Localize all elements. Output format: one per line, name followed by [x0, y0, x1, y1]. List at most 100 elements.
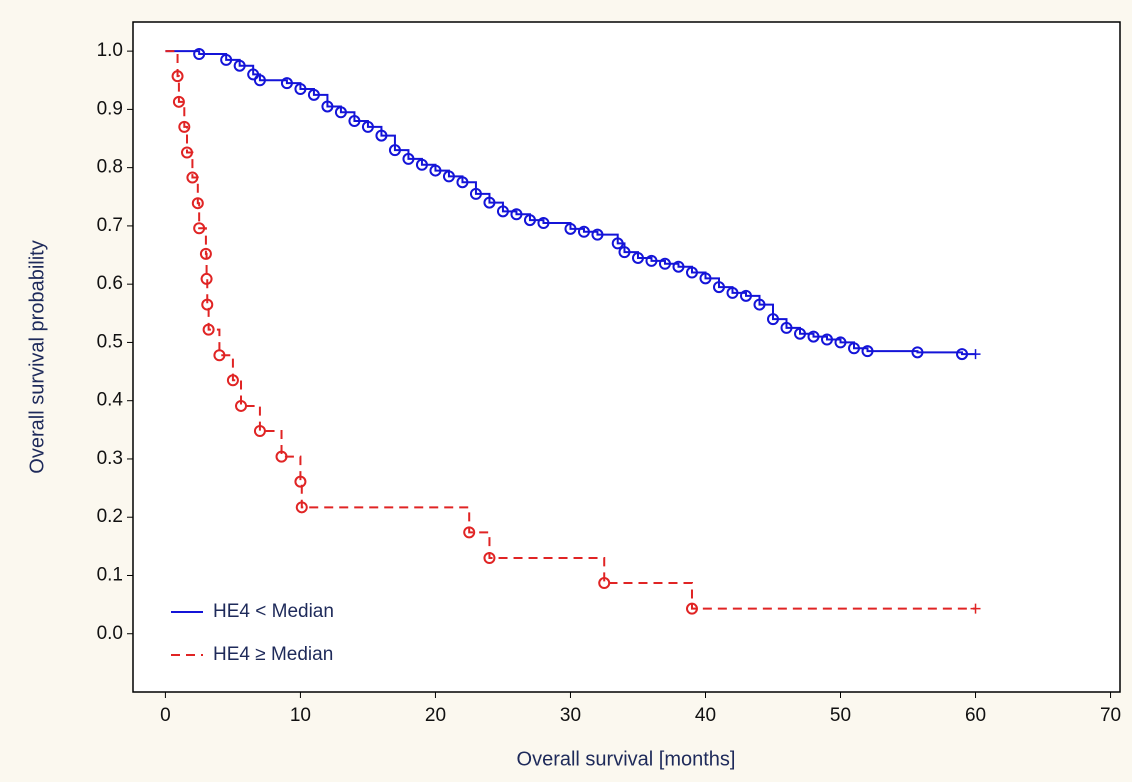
censor-mark [645, 254, 658, 267]
censor-mark [739, 289, 752, 302]
censor-mark [247, 68, 260, 81]
censor-mark [672, 260, 685, 273]
x-tick-label: 0 [160, 705, 171, 726]
censor-mark [348, 115, 361, 128]
censor-mark [193, 48, 206, 61]
censor-mark [202, 323, 215, 336]
censor-mark [233, 59, 246, 72]
y-tick-label: 0.8 [97, 157, 123, 178]
censor-mark [591, 228, 604, 241]
censor-mark [186, 171, 199, 184]
x-tick-label: 30 [560, 705, 581, 726]
y-tick-label: 0.0 [97, 623, 123, 644]
censor-mark [235, 399, 248, 412]
censor-mark [321, 100, 334, 113]
x-tick-label: 40 [695, 705, 716, 726]
censor-mark [631, 251, 644, 264]
censor-mark [780, 321, 793, 334]
censor-mark [496, 205, 509, 218]
censor-mark [178, 120, 191, 133]
survival-line [165, 50, 976, 610]
censor-mark [295, 501, 308, 514]
censor-mark [361, 120, 374, 133]
censor-mark [821, 333, 834, 346]
legend-label: HE4 < Median [213, 601, 334, 622]
censor-mark [226, 374, 239, 387]
legend-label: HE4 ≥ Median [213, 644, 333, 665]
censor-mark [523, 214, 536, 227]
y-tick-label: 0.2 [97, 506, 123, 527]
censor-mark [483, 196, 496, 209]
censor-mark [807, 330, 820, 343]
censor-mark [201, 298, 214, 311]
censor-mark [307, 88, 320, 101]
censor-mark [483, 552, 496, 564]
y-tick-label: 0.7 [97, 215, 123, 236]
survival-line [165, 50, 976, 356]
x-tick-label: 70 [1100, 705, 1121, 726]
censor-mark [726, 286, 739, 299]
censor-mark [172, 95, 185, 108]
x-tick-label: 10 [290, 705, 311, 726]
censor-mark [213, 349, 226, 362]
censor-mark [537, 217, 550, 229]
censor-mark [415, 158, 428, 171]
censor-mark [510, 208, 523, 221]
censor-mark [280, 77, 293, 90]
censor-mark [253, 424, 266, 437]
censor-mark [956, 348, 969, 361]
censor-mark [911, 346, 924, 359]
x-tick-label: 50 [830, 705, 851, 726]
censor-mark [712, 281, 725, 294]
censor-mark [611, 237, 624, 250]
censor-mark [456, 176, 469, 189]
censor-mark [200, 272, 213, 285]
censor-mark [699, 272, 712, 285]
y-tick-label: 0.1 [97, 564, 123, 585]
censor-mark [685, 602, 698, 615]
censor-mark [253, 74, 266, 87]
y-tick-label: 0.9 [97, 98, 123, 119]
censor-mark [577, 225, 590, 238]
y-tick-label: 0.4 [97, 390, 124, 411]
censor-mark [564, 222, 577, 235]
censor-mark [429, 164, 442, 177]
censor-mark [220, 53, 233, 66]
censor-mark [442, 170, 455, 183]
censor-mark [275, 450, 288, 463]
censor-mark [334, 106, 347, 119]
censor-mark [598, 577, 611, 590]
censor-mark [766, 313, 779, 326]
censor-mark [463, 526, 476, 539]
censor-mark [685, 266, 698, 279]
censor-mark [191, 197, 204, 210]
x-tick-label: 60 [965, 705, 986, 726]
y-tick-label: 0.5 [97, 331, 123, 352]
y-tick-label: 0.6 [97, 273, 123, 294]
censor-mark [181, 146, 194, 159]
censor-mark [618, 246, 631, 259]
censor-mark [375, 129, 388, 142]
censor-mark [834, 336, 847, 349]
censor-mark [848, 342, 861, 355]
y-axis-label: Overall survival probability [26, 240, 48, 473]
censor-mark [171, 70, 184, 83]
censor-mark [970, 603, 981, 614]
censor-mark [753, 298, 766, 311]
censor-mark [294, 83, 307, 95]
x-tick-label: 20 [425, 705, 446, 726]
plot-area [132, 21, 1121, 693]
censor-mark [402, 152, 415, 165]
censor-mark [294, 475, 307, 488]
censor-mark [388, 144, 401, 157]
censor-mark [193, 222, 206, 235]
x-axis-label: Overall survival [months] [517, 748, 736, 770]
censor-mark [794, 327, 807, 340]
censor-mark [199, 247, 212, 260]
censor-mark [970, 349, 981, 360]
y-tick-label: 0.3 [97, 448, 123, 469]
y-tick-label: 1.0 [97, 40, 123, 61]
censor-mark [861, 345, 874, 358]
censor-mark [658, 257, 671, 270]
censor-mark [469, 187, 482, 200]
